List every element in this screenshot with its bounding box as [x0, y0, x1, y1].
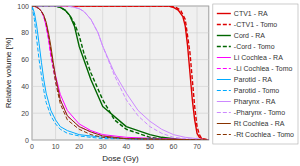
- series-line: [32, 6, 209, 140]
- legend: CTV1 - RA -CTV1 - Tomo Cord - RA -Cord - To…: [213, 4, 298, 144]
- series-line: [32, 6, 209, 140]
- legend-label: CTV1 - RA: [234, 10, 268, 17]
- tick-label: 80: [21, 29, 29, 36]
- series-line: [32, 6, 209, 140]
- series-line: [32, 6, 209, 140]
- legend-label: Pharynx - RA: [234, 98, 276, 106]
- legend-swatch: [217, 24, 231, 25]
- tick-label: 100: [17, 3, 29, 10]
- grid-line: [149, 6, 150, 140]
- grid-line: [32, 6, 33, 140]
- tick-label: 70: [193, 143, 201, 150]
- series-line: [32, 6, 209, 140]
- chart: 0 10 20 30 40 50 60 70 0 20 40 60 80 100 Dose (Gy) Rela…: [0, 0, 300, 166]
- grid-line: [79, 6, 80, 140]
- legend-label: -Cord - Tomo: [234, 43, 275, 50]
- legend-swatch: [217, 90, 231, 91]
- legend-label: -Li Cochlea - Tomo: [234, 65, 293, 72]
- legend-label: -CTV1 - Tomo: [234, 21, 278, 28]
- legend-swatch: [217, 57, 231, 58]
- axes: 0 10 20 30 40 50 60 70 0 20 40 60 80 100 Dose (Gy) Rela…: [4, 3, 209, 164]
- y-axis-label: Relative volume [%]: [4, 38, 13, 109]
- legend-label: Rt Cochlea - RA: [234, 120, 285, 127]
- legend-swatch: [217, 123, 231, 124]
- tick-label: 40: [122, 143, 130, 150]
- tick-label: 0: [30, 143, 34, 150]
- series-line: [32, 6, 209, 140]
- series-line: [32, 6, 209, 140]
- series-lines: [32, 6, 209, 140]
- series-line: [32, 6, 209, 140]
- legend-label: -Rt Cochlea - Tomo: [234, 131, 294, 138]
- tick-label: 30: [99, 143, 107, 150]
- series-line: [32, 6, 209, 140]
- legend-label: Parotid - RA: [234, 76, 272, 83]
- grid-line: [32, 113, 209, 114]
- grid-line: [32, 59, 209, 60]
- tick-label: 0: [25, 137, 29, 144]
- legend-label: -Pharynx - Tomo: [234, 109, 285, 117]
- legend-swatch: [217, 101, 231, 102]
- grid-line: [126, 6, 127, 140]
- tick-label: 40: [21, 83, 29, 90]
- legend-label: Li Cochlea - RA: [234, 54, 283, 61]
- legend-swatch: [217, 79, 231, 80]
- tick-label: 60: [170, 143, 178, 150]
- grid-line: [32, 32, 209, 33]
- x-axis-label: Dose (Gy): [102, 154, 139, 163]
- legend-swatch: [217, 35, 231, 36]
- tick-label: 50: [146, 143, 154, 150]
- tick-label: 10: [52, 143, 60, 150]
- grid-line: [102, 6, 103, 140]
- legend-label: Cord - RA: [234, 32, 265, 39]
- series-line: [32, 6, 209, 140]
- legend-swatch: [217, 13, 231, 14]
- legend-swatch: [217, 46, 231, 47]
- legend-swatch: [217, 68, 231, 69]
- legend-swatch: [217, 134, 231, 135]
- tick-label: 60: [21, 56, 29, 63]
- tick-label: 20: [75, 143, 83, 150]
- plot-area: [32, 6, 209, 140]
- legend-label: Parotid - Tomo: [234, 87, 279, 94]
- legend-swatch: [217, 112, 231, 113]
- tick-label: 20: [21, 110, 29, 117]
- grid-line: [173, 6, 174, 140]
- legend-frame: [213, 4, 298, 144]
